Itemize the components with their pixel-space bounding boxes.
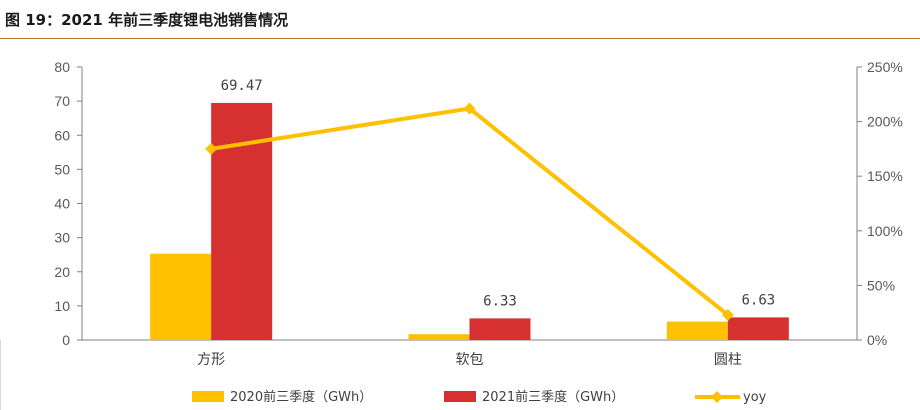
- chart-title: 图 19：2021 年前三季度锂电池销售情况: [5, 11, 289, 29]
- left-tick-label: 50: [54, 161, 70, 177]
- left-tick-label: 70: [54, 93, 70, 109]
- category-label: 圆柱: [714, 352, 742, 368]
- right-tick-label: 150%: [867, 168, 903, 184]
- data-label: 69.47: [221, 78, 263, 94]
- bar-2021: [727, 317, 789, 340]
- bar-2021: [469, 318, 531, 340]
- bar-2020: [408, 334, 470, 340]
- yoy-line: [210, 106, 730, 317]
- legend-swatch-2021: [444, 391, 476, 402]
- bar-2021: [211, 102, 273, 340]
- right-tick-label: 250%: [867, 59, 903, 75]
- right-tick-label: 200%: [867, 114, 903, 130]
- right-tick-label: 100%: [867, 223, 903, 239]
- left-tick-label: 20: [54, 264, 70, 280]
- data-label: 6.63: [741, 292, 775, 308]
- left-tick-label: 40: [54, 196, 70, 212]
- category-label: 方形: [197, 352, 225, 368]
- left-tick-label: 30: [54, 230, 70, 246]
- yoy-marker: [721, 308, 734, 321]
- category-label: 软包: [456, 352, 484, 368]
- left-tick-label: 80: [54, 59, 70, 75]
- legend-label-2021: 2021前三季度（GWh）: [482, 389, 624, 405]
- legend-swatch-2020: [192, 391, 224, 402]
- yoy-marker: [463, 102, 476, 115]
- left-tick-label: 0: [62, 332, 70, 348]
- bar-2020: [150, 253, 212, 340]
- data-label: 6.33: [483, 293, 517, 309]
- right-tick-label: 50%: [867, 277, 895, 293]
- legend-marker-yoy: [711, 391, 723, 403]
- bar-2020: [666, 321, 728, 340]
- title-divider: [0, 38, 920, 39]
- yoy-marker: [205, 142, 218, 155]
- left-tick-label: 60: [54, 127, 70, 143]
- legend-label-2020: 2020前三季度（GWh）: [230, 389, 372, 405]
- right-tick-label: 0%: [867, 332, 887, 348]
- left-tick-label: 10: [54, 298, 70, 314]
- legend-label-yoy: yoy: [743, 390, 767, 405]
- frame-edge: [0, 340, 1, 410]
